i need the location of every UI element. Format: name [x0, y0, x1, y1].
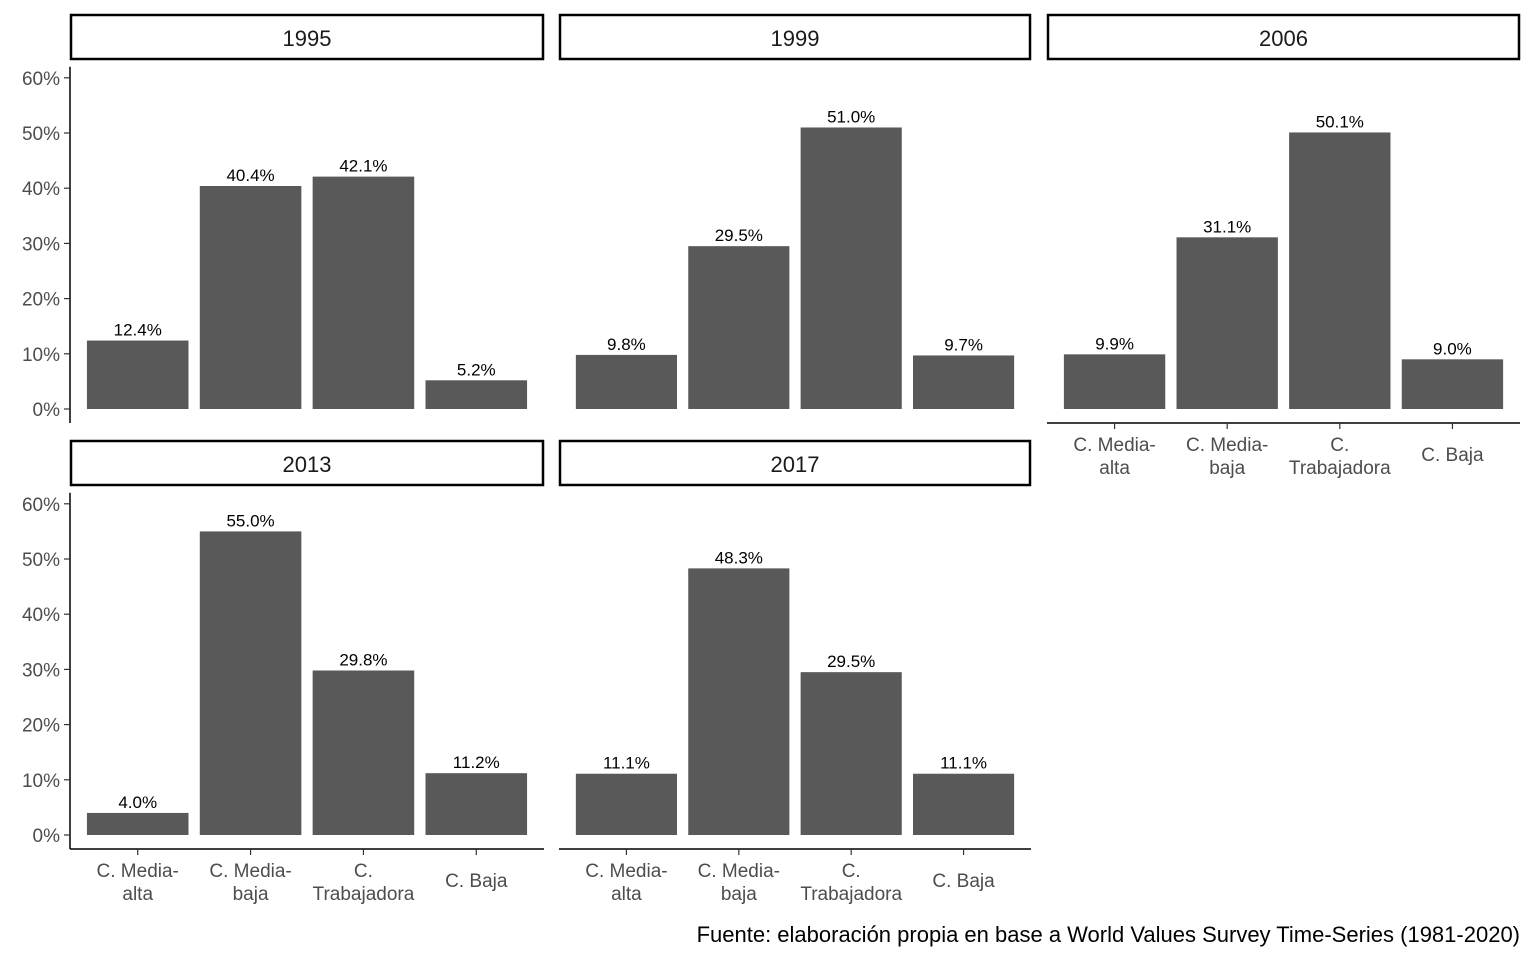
bar-value-label: 29.5% — [827, 652, 875, 671]
facet-title: 2013 — [283, 452, 332, 477]
bar — [688, 568, 790, 835]
bar-value-label: 9.7% — [944, 335, 983, 354]
y-tick-label: 60% — [22, 495, 60, 516]
bar-value-label: 48.3% — [715, 548, 763, 567]
facet-strip — [69, 13, 545, 61]
x-tick-label: Trabajadora — [1289, 458, 1391, 479]
x-tick-label: C. Media- — [698, 861, 780, 882]
bar — [575, 354, 677, 409]
x-tick-label: alta — [122, 884, 153, 905]
bar-value-label: 29.5% — [715, 226, 763, 245]
x-tick-label: Trabajadora — [800, 884, 902, 905]
chart-caption: Fuente: elaboración propia en base a Wor… — [697, 922, 1520, 947]
bar — [1289, 132, 1391, 409]
bar-value-label: 9.9% — [1095, 334, 1134, 353]
bar-value-label: 29.8% — [339, 651, 387, 670]
x-tick-label: baja — [721, 884, 757, 905]
bar-value-label: 11.1% — [940, 754, 987, 773]
bar — [913, 355, 1015, 409]
bar — [86, 340, 189, 409]
bar-value-label: 51.0% — [827, 107, 875, 126]
bar — [425, 380, 528, 409]
bar — [1063, 354, 1166, 409]
y-tick-label: 40% — [22, 605, 60, 626]
facet-title: 1999 — [771, 26, 820, 51]
y-tick-label: 50% — [22, 124, 60, 145]
y-tick-label: 20% — [22, 716, 60, 737]
bar — [1401, 359, 1504, 409]
x-tick-label: alta — [611, 884, 642, 905]
facet-strip — [1046, 13, 1521, 61]
bar-value-label: 12.4% — [114, 321, 162, 340]
bar — [312, 176, 415, 409]
bar — [425, 773, 528, 835]
x-tick-label: baja — [1209, 458, 1245, 479]
bar — [199, 185, 302, 409]
bar-value-label: 31.1% — [1203, 217, 1251, 236]
facet-strip — [558, 13, 1032, 61]
x-tick-label: alta — [1099, 458, 1130, 479]
y-tick-label: 30% — [22, 234, 60, 255]
bar-value-label: 5.2% — [457, 360, 496, 379]
x-tick-label: C. Baja — [445, 871, 508, 892]
bar-value-label: 11.1% — [603, 754, 650, 773]
bar-value-label: 40.4% — [226, 166, 274, 185]
x-tick-label: C. Media- — [209, 861, 291, 882]
bar-value-label: 4.0% — [118, 793, 157, 812]
y-tick-label: 0% — [33, 400, 61, 421]
bar — [800, 127, 902, 409]
bar-value-label: 9.8% — [607, 335, 646, 354]
bar — [800, 672, 902, 835]
facet-title: 1995 — [283, 26, 332, 51]
y-tick-label: 40% — [22, 179, 60, 200]
x-tick-label: C. — [1330, 435, 1349, 456]
y-tick-label: 50% — [22, 550, 60, 571]
bar-value-label: 42.1% — [339, 157, 387, 176]
bar-value-label: 9.0% — [1433, 339, 1472, 358]
y-tick-label: 20% — [22, 290, 60, 311]
facet-title: 2006 — [1259, 26, 1308, 51]
bar-value-label: 50.1% — [1316, 112, 1364, 131]
x-tick-label: C. Media- — [585, 861, 667, 882]
y-tick-label: 60% — [22, 69, 60, 90]
facet-strip — [558, 439, 1032, 487]
bar-value-label: 11.2% — [453, 753, 500, 772]
bar — [913, 773, 1015, 835]
bar — [575, 773, 677, 835]
x-tick-label: C. — [354, 861, 373, 882]
bar — [199, 531, 302, 835]
bar — [312, 670, 415, 835]
bar — [1176, 237, 1278, 409]
x-tick-label: C. Baja — [1421, 445, 1484, 466]
bar — [688, 246, 790, 409]
x-tick-label: C. Media- — [97, 861, 179, 882]
y-tick-label: 0% — [33, 826, 61, 847]
facet-strip — [69, 439, 545, 487]
x-tick-label: C. Media- — [1073, 435, 1155, 456]
y-tick-label: 30% — [22, 660, 60, 681]
facet-title: 2017 — [771, 452, 820, 477]
bar — [86, 812, 189, 835]
bar-value-label: 55.0% — [226, 511, 274, 530]
x-tick-label: C. Media- — [1186, 435, 1268, 456]
y-tick-label: 10% — [22, 771, 60, 792]
x-tick-label: C. — [842, 861, 861, 882]
y-tick-label: 10% — [22, 345, 60, 366]
x-tick-label: Trabajadora — [313, 884, 415, 905]
x-tick-label: baja — [233, 884, 269, 905]
x-tick-label: C. Baja — [932, 871, 995, 892]
